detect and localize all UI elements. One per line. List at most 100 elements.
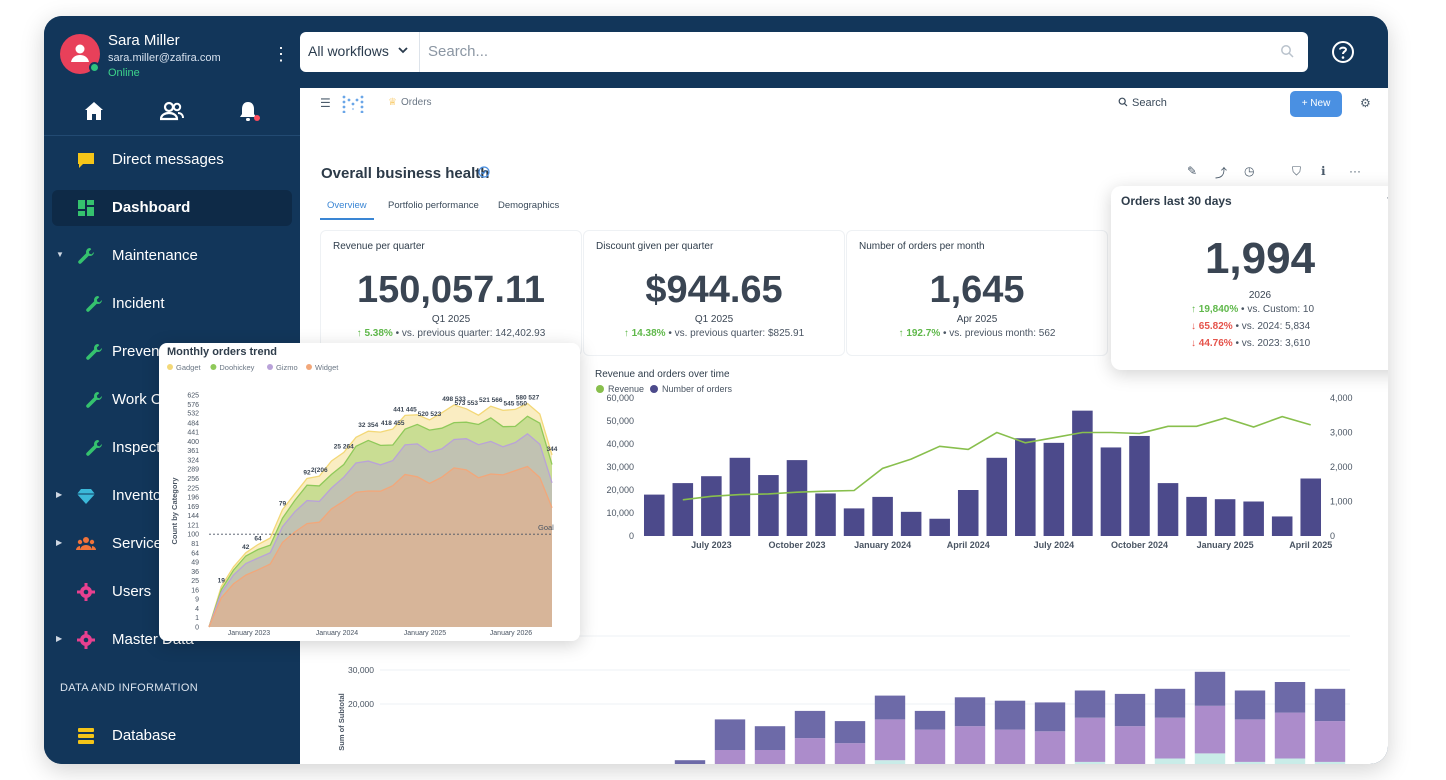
users-icon[interactable]	[159, 100, 184, 124]
share-icon[interactable]: ⤴	[1215, 166, 1228, 180]
app-logo-icon[interactable]	[342, 95, 364, 113]
user-email: sara.miller@zafira.com	[108, 52, 221, 64]
notifications-bell-icon[interactable]	[238, 100, 262, 124]
metric-card-orders[interactable]: Number of orders per month 1,645 Apr 202…	[846, 230, 1108, 356]
expand-caret-icon[interactable]: ▶	[56, 490, 63, 499]
stacked-bar-segment	[1234, 719, 1266, 762]
data-label: 2(206	[311, 467, 328, 474]
edit-pencil-icon[interactable]: ✎	[1187, 164, 1198, 178]
tab-overview[interactable]: Overview	[327, 200, 367, 211]
stacked-bar-segment	[834, 743, 866, 764]
stacked-bar-segment	[714, 750, 746, 764]
search-icon[interactable]	[1280, 44, 1294, 58]
monthly-orders-trend-card[interactable]: Monthly orders trend Gadget Doohickey Gizm…	[159, 343, 580, 641]
stacked-bar-segment	[1074, 717, 1106, 762]
sidebar-item-dashboard[interactable]: Dashboard	[52, 190, 292, 226]
y-tick-label: 532	[187, 410, 199, 417]
info-icon[interactable]: ℹ	[1321, 164, 1326, 178]
sidebar-item-preventive[interactable]: Preventi	[52, 334, 292, 370]
metric-compare-text: vs. previous quarter: 142,402.93	[401, 328, 546, 339]
user-profile[interactable]: Sara Miller sara.miller@zafira.com Onlin…	[60, 32, 290, 88]
y-axis-label: Count by Category	[170, 477, 179, 545]
help-icon[interactable]	[1331, 40, 1355, 64]
tab-portfolio-performance[interactable]: Portfolio performance	[388, 200, 479, 211]
workflow-scope-select[interactable]: All workflows	[300, 32, 420, 72]
search-label: Search	[1132, 97, 1167, 109]
x-tick-label: July 2024	[1034, 540, 1075, 550]
bar	[957, 490, 979, 536]
sidebar-item-service[interactable]: ▶ Service	[52, 526, 292, 562]
bar	[815, 493, 836, 536]
new-button[interactable]: + New	[1290, 91, 1342, 117]
y-left-tick-label: 60,000	[606, 393, 634, 403]
trend-up-icon: ↑	[1191, 304, 1199, 315]
orders-last-30-days-card[interactable]: Orders last 30 days ··· 1,994 2026 ↑ 19,…	[1111, 186, 1388, 370]
sidebar-item-direct-messages[interactable]: Direct messages	[52, 142, 292, 178]
more-options-icon[interactable]: ···	[1386, 192, 1388, 204]
sidebar-item-label: Users	[112, 583, 152, 600]
expand-caret-icon[interactable]: ▶	[56, 538, 63, 547]
stacked-bar-segment	[754, 750, 786, 764]
settings-gear-icon[interactable]: ⚙	[1360, 96, 1371, 110]
notification-badge	[254, 115, 260, 121]
data-label: 92	[303, 470, 311, 477]
stacked-bar-segment	[1234, 761, 1266, 764]
sidebar-item-users[interactable]: Users	[52, 574, 292, 610]
stacked-bar-segment	[794, 738, 826, 764]
sidebar-item-database[interactable]: Database	[52, 718, 292, 754]
home-icon[interactable]	[83, 100, 107, 124]
expand-caret-icon[interactable]: ▶	[56, 634, 63, 643]
tab-demographics[interactable]: Demographics	[498, 200, 560, 211]
sidebar-section-label: DATA AND INFORMATION	[60, 682, 199, 694]
expand-caret-icon[interactable]: ▼	[56, 250, 64, 259]
sidebar-item-label: Dashboard	[112, 199, 191, 216]
breadcrumb-label: Orders	[400, 97, 432, 108]
online-indicator	[89, 62, 100, 73]
metric-value: 1,645	[929, 269, 1025, 311]
bar	[643, 494, 665, 536]
more-options-icon[interactable]: ···	[1349, 164, 1361, 178]
menu-icon[interactable]: ☰	[320, 96, 331, 110]
user-menu-icon[interactable]: ⋮	[272, 44, 290, 64]
data-label: 64	[254, 536, 262, 543]
card-title: Discount given per quarter	[596, 241, 714, 252]
monthly-orders-trend-chart[interactable]: Gadget Doohickey Gizmo Widget62557653248444…	[159, 359, 580, 639]
y-tick-label: 289	[187, 467, 199, 474]
sidebar-item-label: Database	[112, 727, 177, 744]
sidebar-item-incident[interactable]: Incident	[52, 286, 292, 322]
dashboard-search-button[interactable]: Search	[1118, 97, 1167, 109]
sidebar-item-work-orders[interactable]: Work O	[52, 382, 292, 418]
y-tick-label: 361	[187, 448, 199, 455]
user-icon	[71, 44, 89, 62]
bar	[1271, 516, 1293, 536]
sidebar-item-inspections[interactable]: Inspecti	[52, 430, 292, 466]
sidebar-item-inventory[interactable]: ▶ Invento	[52, 478, 292, 514]
bookmark-icon[interactable]: ⛉	[1292, 164, 1302, 178]
global-search: All workflows Search...	[300, 32, 1308, 72]
page-title: Overall business health	[321, 165, 490, 182]
breadcrumb[interactable]: ♕ Orders	[388, 97, 432, 108]
stacked-bar-segment	[954, 697, 986, 727]
data-label: 521 566	[479, 397, 503, 404]
gear-icon	[77, 583, 95, 601]
sidebar-item-maintenance[interactable]: ▼ Maintenance	[52, 238, 292, 274]
y-tick-label: 484	[187, 420, 199, 427]
y-left-tick-label: 40,000	[606, 439, 634, 449]
x-tick-label: July 2023	[691, 540, 732, 550]
stacked-bar-segment	[914, 729, 946, 764]
y-right-tick-label: 3,000	[1330, 428, 1353, 438]
history-clock-icon[interactable]: ◷	[1244, 164, 1255, 178]
y-tick-label: 169	[187, 504, 199, 511]
stacked-bar-segment	[1314, 688, 1346, 722]
revenue-orders-chart[interactable]: Revenue Number of orders 60,000 50,000 40,00…	[590, 380, 1380, 570]
data-label: 42	[242, 544, 250, 551]
metric-card-revenue[interactable]: Revenue per quarter 150,057.11 Q1 2025 ↑…	[320, 230, 582, 356]
metric-card-discount[interactable]: Discount given per quarter $944.65 Q1 20…	[583, 230, 845, 356]
stacked-bar-segment	[1114, 726, 1146, 764]
trend-up-icon: ↑	[356, 328, 365, 339]
y-tick-label: 64	[191, 550, 199, 557]
search-input[interactable]: Search...	[428, 43, 489, 60]
y-tick-label: 256	[187, 476, 199, 483]
stacked-bar-segment	[1314, 761, 1346, 764]
